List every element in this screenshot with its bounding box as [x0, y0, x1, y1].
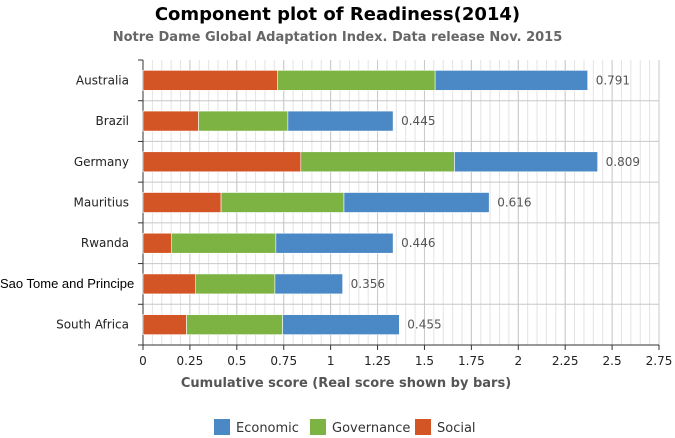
bar-governance	[171, 232, 277, 254]
bar-economic	[274, 273, 343, 295]
x-tick-label: 0.75	[270, 354, 297, 368]
chart-title: Component plot of Readiness(2014)	[154, 4, 521, 25]
data-label: 0.616	[497, 196, 531, 210]
bar-social	[142, 70, 278, 91]
legend-label-social: Social	[437, 421, 476, 436]
x-tick-label: 1.25	[364, 354, 391, 368]
data-label: 0.809	[606, 155, 640, 169]
data-label: 0.791	[596, 73, 630, 87]
x-tick-label: 2	[514, 354, 522, 368]
bar-governance	[277, 70, 436, 91]
bar-governance	[198, 110, 289, 132]
x-tick-label: 1.75	[458, 354, 485, 368]
bar-governance	[220, 192, 345, 213]
x-tick-label: 0.5	[227, 354, 246, 368]
bar-social	[142, 192, 222, 213]
bar-social	[142, 273, 197, 295]
category-label: Australia	[76, 73, 129, 87]
category-label: Germany	[74, 155, 129, 169]
data-label: 0.446	[401, 236, 435, 250]
bar-social	[142, 314, 187, 335]
x-axis-title: Cumulative score (Real score shown by ba…	[181, 376, 511, 391]
data-label: 0.455	[407, 318, 441, 332]
x-tick-label: 0.25	[177, 354, 204, 368]
legend-swatch-economic	[214, 419, 230, 435]
bar-governance	[186, 314, 283, 335]
category-label: Brazil	[96, 114, 130, 128]
legend-label-economic: Economic	[236, 421, 299, 436]
data-label: 0.356	[351, 277, 385, 291]
category-label: Sao Tome and Principe	[0, 276, 134, 291]
category-label: Mauritius	[74, 196, 129, 210]
data-label: 0.445	[401, 114, 435, 128]
bar-social	[142, 110, 199, 132]
chart-subtitle: Notre Dame Global Adaptation Index. Data…	[112, 30, 563, 45]
category-label: Rwanda	[81, 236, 129, 250]
bar-economic	[282, 314, 400, 335]
category-label: South Africa	[56, 318, 129, 332]
x-tick-label: 1.5	[415, 354, 434, 368]
bar-economic	[275, 232, 394, 254]
x-tick-label: 1	[327, 354, 335, 368]
x-tick-label: 2.25	[552, 354, 579, 368]
x-tick-label: 0	[139, 354, 147, 368]
legend-label-governance: Governance	[332, 421, 410, 436]
bar-economic	[343, 192, 490, 213]
bar-social	[142, 232, 173, 254]
bar-social	[142, 151, 302, 173]
bar-governance	[195, 273, 276, 295]
legend-swatch-governance	[310, 419, 326, 435]
x-tick-label: 2.5	[603, 354, 622, 368]
bar-economic	[434, 70, 588, 91]
x-tick-label: 2.75	[646, 354, 673, 368]
bar-governance	[300, 151, 455, 173]
legend-swatch-social	[415, 419, 431, 435]
bar-economic	[454, 151, 598, 173]
bar-economic	[287, 110, 394, 132]
